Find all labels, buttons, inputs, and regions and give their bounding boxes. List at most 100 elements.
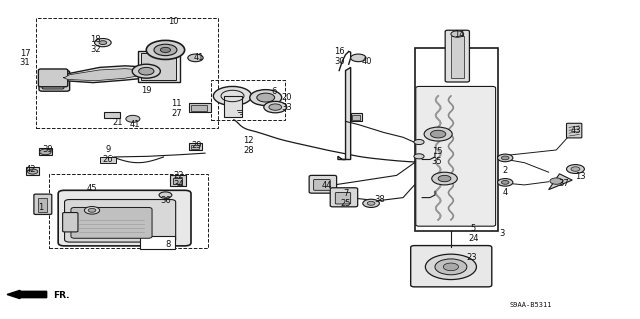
Circle shape (188, 54, 203, 62)
FancyBboxPatch shape (34, 194, 52, 214)
Circle shape (132, 64, 161, 78)
Text: 3: 3 (499, 229, 505, 238)
Bar (26, 167, 39, 175)
Text: 19: 19 (141, 86, 152, 95)
Text: 6: 6 (271, 87, 276, 96)
Text: 37: 37 (559, 179, 570, 188)
Text: 2: 2 (502, 166, 508, 175)
Circle shape (497, 154, 513, 162)
FancyBboxPatch shape (314, 180, 330, 190)
Polygon shape (548, 174, 572, 190)
Text: 42: 42 (26, 165, 36, 174)
FancyBboxPatch shape (416, 86, 495, 226)
FancyArrow shape (7, 290, 47, 299)
Text: 44: 44 (321, 181, 332, 190)
Circle shape (126, 115, 140, 122)
Bar (138, 50, 179, 82)
Text: 41: 41 (193, 53, 204, 62)
Circle shape (154, 44, 177, 56)
Circle shape (257, 93, 275, 102)
Bar (191, 145, 198, 149)
Circle shape (269, 104, 282, 110)
Bar (189, 103, 211, 113)
Text: 40: 40 (362, 56, 372, 65)
Text: 39: 39 (42, 145, 52, 154)
Bar (49, 174, 208, 249)
Circle shape (88, 208, 96, 212)
Text: S9AA-B5311: S9AA-B5311 (509, 302, 552, 308)
Text: 10: 10 (168, 17, 179, 26)
Text: 15
35: 15 35 (431, 147, 442, 166)
Text: 12
28: 12 28 (243, 136, 254, 155)
Bar (141, 53, 176, 80)
Text: 9
26: 9 26 (102, 145, 113, 164)
Bar (451, 36, 464, 78)
Circle shape (139, 67, 154, 75)
Circle shape (159, 192, 172, 198)
Text: 13: 13 (575, 172, 586, 181)
FancyBboxPatch shape (309, 175, 337, 193)
Text: 36: 36 (160, 196, 171, 205)
Polygon shape (58, 66, 157, 83)
Circle shape (147, 41, 184, 59)
Bar (415, 48, 497, 231)
Text: 29: 29 (191, 141, 202, 150)
Polygon shape (63, 69, 150, 81)
Text: 11
27: 11 27 (171, 99, 182, 118)
Circle shape (40, 149, 51, 155)
Circle shape (431, 130, 446, 138)
Text: 7
25: 7 25 (340, 189, 351, 208)
Circle shape (95, 39, 111, 47)
Text: 45: 45 (87, 184, 97, 193)
Text: 23: 23 (467, 253, 477, 262)
Circle shape (351, 54, 366, 62)
Bar (39, 148, 52, 155)
Text: 20
33: 20 33 (282, 93, 292, 112)
Bar (104, 112, 120, 118)
FancyBboxPatch shape (411, 246, 492, 287)
Bar (191, 105, 207, 111)
Text: 17
31: 17 31 (20, 48, 30, 67)
Bar (211, 80, 285, 120)
Circle shape (571, 167, 580, 171)
FancyBboxPatch shape (42, 74, 64, 89)
Circle shape (161, 48, 171, 52)
Circle shape (426, 254, 476, 279)
Bar (100, 157, 116, 163)
Circle shape (501, 181, 509, 184)
FancyBboxPatch shape (445, 30, 469, 82)
Text: 43: 43 (570, 126, 580, 135)
Circle shape (497, 179, 513, 186)
Text: FR.: FR. (53, 291, 70, 300)
Circle shape (28, 169, 38, 174)
Text: 14: 14 (454, 30, 465, 39)
Text: 41: 41 (129, 120, 140, 129)
Circle shape (424, 127, 452, 141)
Text: 22
34: 22 34 (173, 171, 184, 189)
FancyBboxPatch shape (39, 70, 70, 91)
Bar (36, 18, 218, 128)
Circle shape (414, 154, 424, 159)
FancyBboxPatch shape (63, 212, 78, 232)
Circle shape (414, 139, 424, 145)
Circle shape (213, 86, 252, 106)
Bar (140, 236, 175, 249)
Circle shape (264, 101, 287, 113)
Circle shape (367, 201, 375, 205)
FancyBboxPatch shape (330, 188, 358, 207)
FancyBboxPatch shape (58, 190, 191, 246)
Circle shape (438, 175, 451, 182)
Circle shape (550, 178, 563, 184)
Text: 5
24: 5 24 (468, 224, 479, 242)
Circle shape (363, 199, 380, 207)
Circle shape (444, 263, 459, 271)
Circle shape (250, 90, 282, 106)
Circle shape (99, 41, 107, 45)
Text: 38: 38 (374, 195, 385, 204)
Circle shape (84, 206, 100, 214)
Circle shape (435, 259, 467, 275)
Polygon shape (338, 67, 351, 160)
FancyBboxPatch shape (71, 207, 152, 238)
Circle shape (451, 31, 464, 37)
Text: 21: 21 (112, 117, 123, 127)
